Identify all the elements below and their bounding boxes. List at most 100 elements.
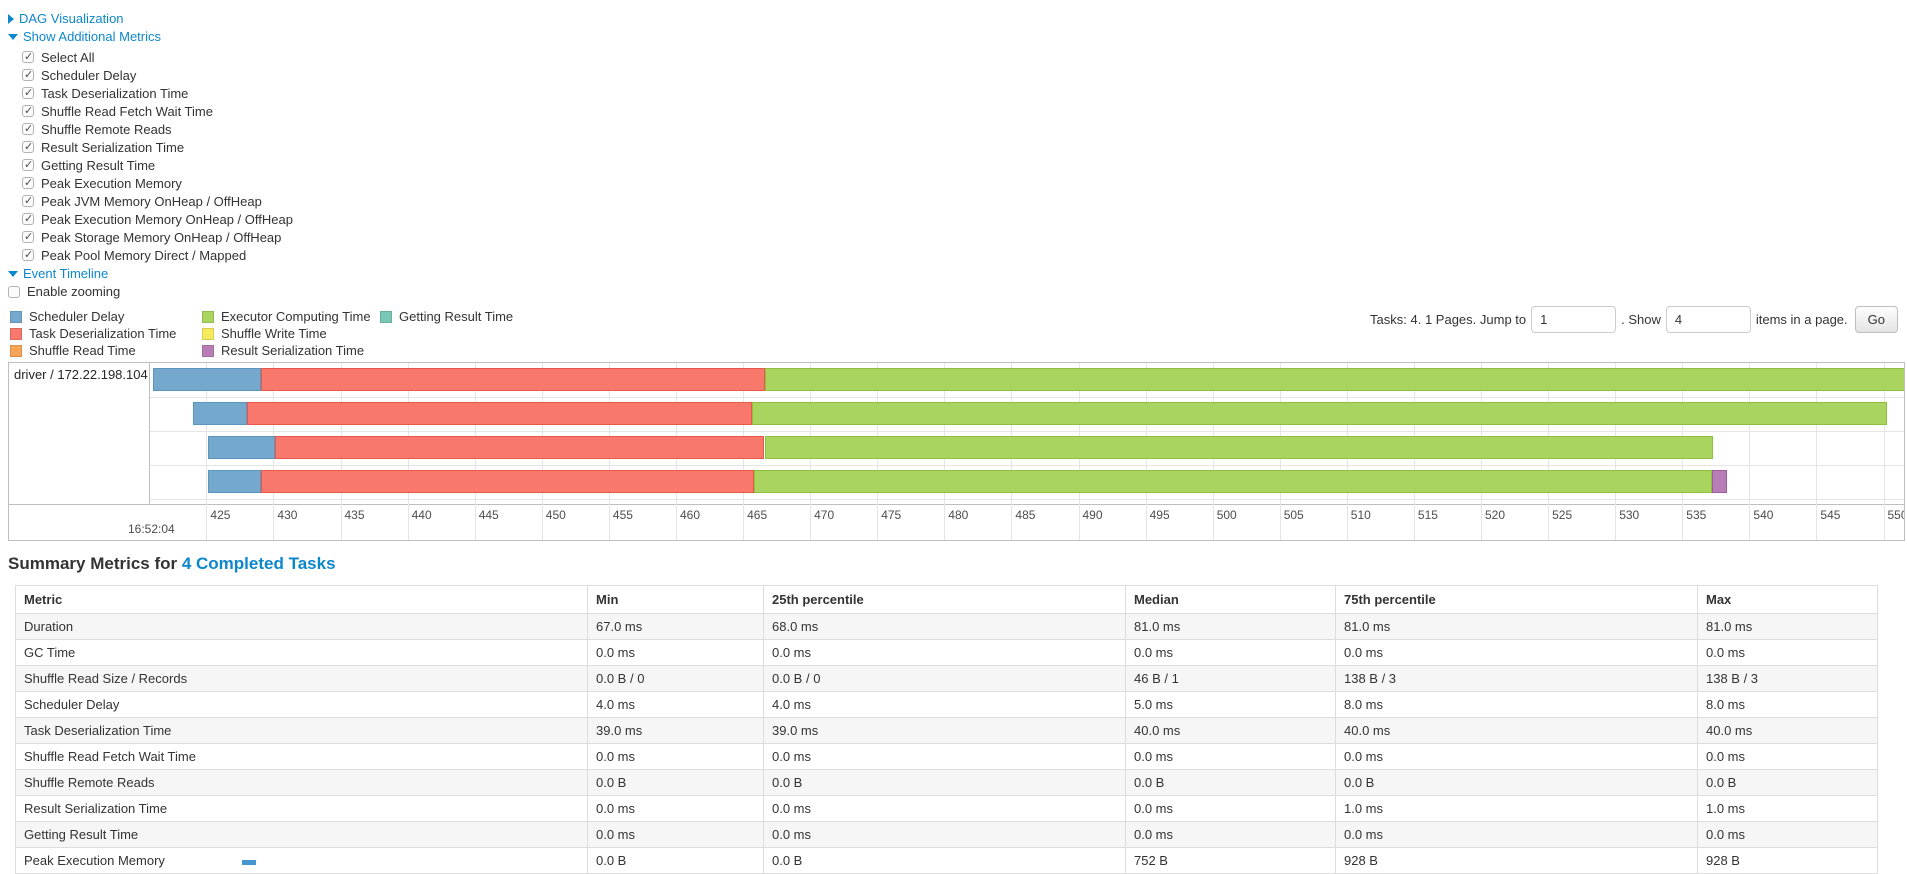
metric-checkbox-6[interactable] (22, 158, 34, 171)
table-cell: Shuffle Read Size / Records (15, 665, 588, 692)
time-tick-label: 480 (948, 508, 969, 522)
legend-item-shuffle-read: Shuffle Read Time (10, 342, 202, 359)
column-header[interactable]: Metric (15, 585, 588, 614)
table-cell: 0.0 ms (763, 795, 1126, 822)
table-cell: 0.0 B / 0 (587, 665, 764, 692)
task-bar-segment-task-deserialization[interactable] (261, 368, 765, 391)
table-cell: 0.0 ms (763, 821, 1126, 848)
table-cell: 0.0 B (1697, 769, 1878, 796)
metric-checkbox-item: Shuffle Read Fetch Wait Time (22, 102, 1907, 120)
legend-item-shuffle-write: Shuffle Write Time (202, 325, 380, 342)
metric-checkbox-5[interactable] (22, 140, 34, 153)
column-header[interactable]: Max (1697, 585, 1878, 614)
legend-swatch-icon (380, 310, 392, 323)
table-cell: 1.0 ms (1697, 795, 1878, 822)
column-header[interactable]: 75th percentile (1335, 585, 1698, 614)
event-timeline-link[interactable]: Event Timeline (23, 266, 109, 281)
time-tick-label: 450 (545, 508, 566, 522)
metric-checkbox-4[interactable] (22, 122, 34, 135)
metric-checkbox-label: Peak Pool Memory Direct / Mapped (41, 247, 247, 263)
table-cell: 68.0 ms (763, 613, 1126, 640)
metric-checkbox-3[interactable] (22, 104, 34, 117)
pagination-prefix-text: Tasks: 4. 1 Pages. Jump to (1370, 312, 1527, 327)
table-row: Getting Result Time 0.0 ms 0.0 ms 0.0 ms 0.0… (15, 821, 1878, 848)
legend-swatch-icon (202, 310, 214, 323)
table-cell: Result Serialization Time (15, 795, 588, 822)
time-tick-label: 435 (344, 508, 365, 522)
legend-swatch-icon (10, 310, 22, 323)
table-cell: 0.0 B (763, 769, 1126, 796)
column-header[interactable]: Min (587, 585, 764, 614)
summary-metrics-title: Summary Metrics for 4 Completed Tasks (8, 554, 1907, 574)
metric-checkbox-7[interactable] (22, 176, 34, 189)
metric-checkbox-label: Peak JVM Memory OnHeap / OffHeap (41, 193, 262, 209)
metric-checkbox-item: Result Serialization Time (22, 138, 1907, 156)
legend-item-executor-computing: Executor Computing Time (202, 308, 380, 325)
metric-checkbox-8[interactable] (22, 194, 34, 207)
legend-item-getting-result: Getting Result Time (380, 308, 513, 325)
metric-checkbox-11[interactable] (22, 248, 34, 261)
task-bar-segment-scheduler-delay[interactable] (192, 402, 247, 425)
table-cell: 39.0 ms (763, 717, 1126, 744)
go-button[interactable]: Go (1854, 306, 1898, 333)
time-tick-label: 540 (1753, 508, 1774, 522)
table-cell: 0.0 ms (763, 639, 1126, 666)
task-bar-segment-result-serialization[interactable] (1711, 470, 1727, 493)
task-bar-segment-scheduler-delay[interactable] (207, 436, 275, 459)
table-cell: 0.0 ms (1697, 639, 1878, 666)
task-bar-segment-scheduler-delay[interactable] (152, 368, 262, 391)
metric-checkbox-0[interactable] (22, 50, 34, 63)
metric-checkbox-1[interactable] (22, 68, 34, 81)
task-bar-segment-executor-computing[interactable] (752, 402, 1888, 425)
table-cell: 0.0 ms (1125, 795, 1336, 822)
items-per-page-input[interactable] (1665, 306, 1751, 333)
table-cell: 1.0 ms (1335, 795, 1698, 822)
table-cell: 0.0 ms (1335, 639, 1698, 666)
column-header[interactable]: Median (1125, 585, 1336, 614)
metric-checkbox-9[interactable] (22, 212, 34, 225)
metric-checkbox-2[interactable] (22, 86, 34, 99)
completed-tasks-link[interactable]: 4 Completed Tasks (181, 554, 336, 573)
time-tick-label: 455 (612, 508, 633, 522)
table-cell: 752 B (1125, 847, 1336, 874)
legend-swatch-icon (10, 344, 22, 357)
table-cell: Shuffle Remote Reads (15, 769, 588, 796)
task-bar-segment-executor-computing[interactable] (764, 436, 1714, 459)
time-axis-major-label: 16:52:04 (128, 522, 175, 536)
task-bar-segment-scheduler-delay[interactable] (207, 470, 262, 493)
table-cell: 0.0 ms (1125, 639, 1336, 666)
time-tick-label: 425 (210, 508, 231, 522)
table-row: GC Time 0.0 ms 0.0 ms 0.0 ms 0.0 ms 0.0 ms (15, 639, 1878, 666)
time-tick-label: 470 (814, 508, 835, 522)
time-tick-label: 445 (478, 508, 499, 522)
jump-to-page-input[interactable] (1531, 306, 1617, 333)
metric-checkbox-item: Shuffle Remote Reads (22, 120, 1907, 138)
legend-pagination-band: Scheduler Delay Task Deserialization Time… (8, 306, 1907, 359)
table-cell: 0.0 ms (587, 639, 764, 666)
timeline-legend: Scheduler Delay Task Deserialization Time… (10, 308, 513, 359)
table-cell: 0.0 B (1335, 769, 1698, 796)
show-additional-metrics-link[interactable]: Show Additional Metrics (23, 29, 162, 44)
task-bar-segment-task-deserialization[interactable] (246, 402, 753, 425)
task-bar-segment-task-deserialization[interactable] (274, 436, 765, 459)
table-cell: 4.0 ms (587, 691, 764, 718)
lane-gridline (150, 499, 1904, 500)
task-bar-segment-task-deserialization[interactable] (261, 470, 754, 493)
metric-checkbox-label: Shuffle Read Fetch Wait Time (41, 103, 213, 119)
dag-visualization-link[interactable]: DAG Visualization (19, 11, 124, 26)
legend-label: Task Deserialization Time (29, 326, 177, 341)
enable-zooming-checkbox[interactable] (8, 285, 20, 298)
table-cell: 928 B (1697, 847, 1878, 874)
task-bar-segment-executor-computing[interactable] (764, 368, 1904, 391)
table-cell: 0.0 B (1125, 769, 1336, 796)
event-timeline-chart: driver / 172.22.198.104 16:52:04 425 430 4… (8, 362, 1905, 541)
task-bar-segment-executor-computing[interactable] (753, 470, 1712, 493)
metric-checkbox-item: Peak JVM Memory OnHeap / OffHeap (22, 192, 1907, 210)
metric-checkbox-item: Peak Execution Memory OnHeap / OffHeap (22, 210, 1907, 228)
metric-checkbox-10[interactable] (22, 230, 34, 243)
legend-item-result-serialization: Result Serialization Time (202, 342, 380, 359)
table-cell: 0.0 ms (1697, 821, 1878, 848)
metric-checkbox-item: Getting Result Time (22, 156, 1907, 174)
column-header[interactable]: 25th percentile (763, 585, 1126, 614)
